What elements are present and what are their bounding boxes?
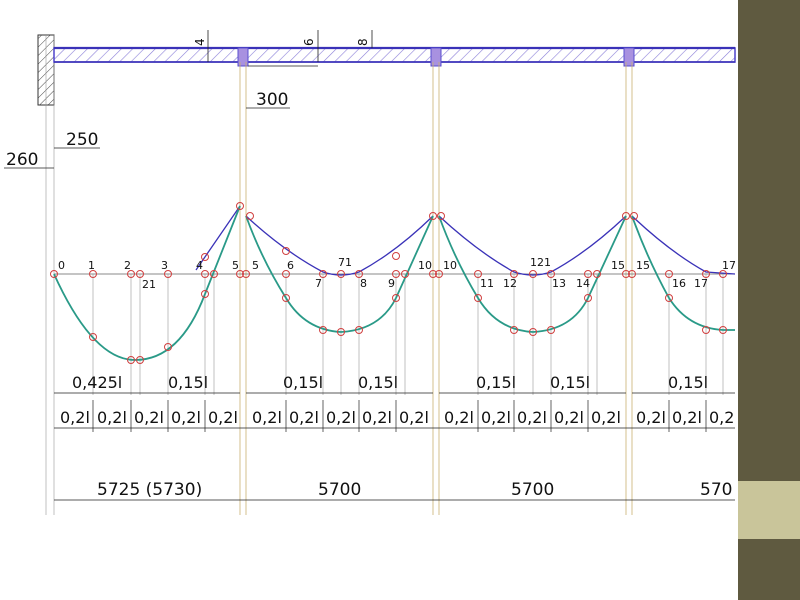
point-label: 3 bbox=[161, 259, 168, 272]
point-label: 15 bbox=[636, 259, 650, 272]
point-label: 1 bbox=[88, 259, 95, 272]
fraction-label: 0,2 bbox=[709, 408, 734, 427]
fraction-label: 0,2l bbox=[171, 408, 201, 427]
cut-label-6: 6 bbox=[302, 38, 316, 46]
fraction-row2-ticks bbox=[92, 400, 707, 432]
span-label: 5700 bbox=[511, 480, 554, 500]
fraction-label: 0,15l bbox=[168, 373, 208, 392]
dim-300: 300 bbox=[256, 90, 288, 110]
point-label: 12 bbox=[503, 277, 517, 290]
point-label: 10 bbox=[418, 259, 432, 272]
point-label: 14 bbox=[576, 277, 590, 290]
fraction-label: 0,2l bbox=[672, 408, 702, 427]
fraction-label: 0,2l bbox=[517, 408, 547, 427]
drawing-area bbox=[0, 35, 738, 515]
fraction-label: 0,2l bbox=[481, 408, 511, 427]
point-label: 0 bbox=[58, 259, 65, 272]
fraction-label: 0,15l bbox=[668, 373, 708, 392]
fraction-label: 0,2l bbox=[252, 408, 282, 427]
point-label: 4 bbox=[196, 259, 203, 272]
upper-curve bbox=[195, 205, 736, 276]
point-label: 17 bbox=[694, 277, 708, 290]
point-label: 6 bbox=[287, 259, 294, 272]
span-label: 570 bbox=[700, 480, 732, 500]
point-label: 11 bbox=[480, 277, 494, 290]
point-label: 13 bbox=[552, 277, 566, 290]
fraction-label: 0,2l bbox=[134, 408, 164, 427]
decorative-side-accent bbox=[738, 481, 800, 539]
point-label: 7 bbox=[315, 277, 322, 290]
fraction-label: 0,15l bbox=[283, 373, 323, 392]
fraction-label: 0,2l bbox=[554, 408, 584, 427]
point-label: 16 bbox=[672, 277, 686, 290]
point-label: 5 bbox=[232, 259, 239, 272]
fraction-label: 0,2l bbox=[362, 408, 392, 427]
point-label: 121 bbox=[530, 256, 551, 269]
point-markers bbox=[50, 202, 727, 364]
column-head-2 bbox=[430, 47, 442, 67]
span-label: 5700 bbox=[318, 480, 361, 500]
fraction-label: 0,2l bbox=[444, 408, 474, 427]
point-label: 17 bbox=[722, 259, 736, 272]
fraction-label: 0,2l bbox=[326, 408, 356, 427]
fraction-label: 0,2l bbox=[636, 408, 666, 427]
point-label: 15 bbox=[611, 259, 625, 272]
point-label: 10 bbox=[443, 259, 457, 272]
fraction-label: 0,2l bbox=[399, 408, 429, 427]
fraction-label: 0,2l bbox=[60, 408, 90, 427]
cut-label-4: 4 bbox=[193, 38, 207, 46]
column-head-1 bbox=[237, 47, 249, 67]
dim-250: 250 bbox=[66, 130, 98, 150]
cut-label-8: 8 bbox=[356, 38, 370, 46]
point-label: 5 bbox=[252, 259, 259, 272]
point-label: 8 bbox=[360, 277, 367, 290]
fraction-label: 0,2l bbox=[591, 408, 621, 427]
column-head-3 bbox=[623, 47, 635, 67]
fraction-label: 0,2l bbox=[208, 408, 238, 427]
point-drop-lines bbox=[92, 274, 724, 395]
span-label: 5725 (5730) bbox=[97, 480, 202, 500]
fraction-label: 0,2l bbox=[97, 408, 127, 427]
section-cut-marks bbox=[207, 30, 373, 67]
point-label: 71 bbox=[338, 256, 352, 269]
point-label: 21 bbox=[142, 278, 156, 291]
fraction-label: 0,15l bbox=[358, 373, 398, 392]
point-label: 9 bbox=[388, 277, 395, 290]
fraction-label: 0,15l bbox=[550, 373, 590, 392]
fraction-label: 0,425l bbox=[72, 373, 122, 392]
dim-260: 260 bbox=[6, 150, 38, 170]
fraction-label: 0,2l bbox=[289, 408, 319, 427]
fraction-label: 0,15l bbox=[476, 373, 516, 392]
column-axes bbox=[239, 62, 633, 515]
point-label: 2 bbox=[124, 259, 131, 272]
